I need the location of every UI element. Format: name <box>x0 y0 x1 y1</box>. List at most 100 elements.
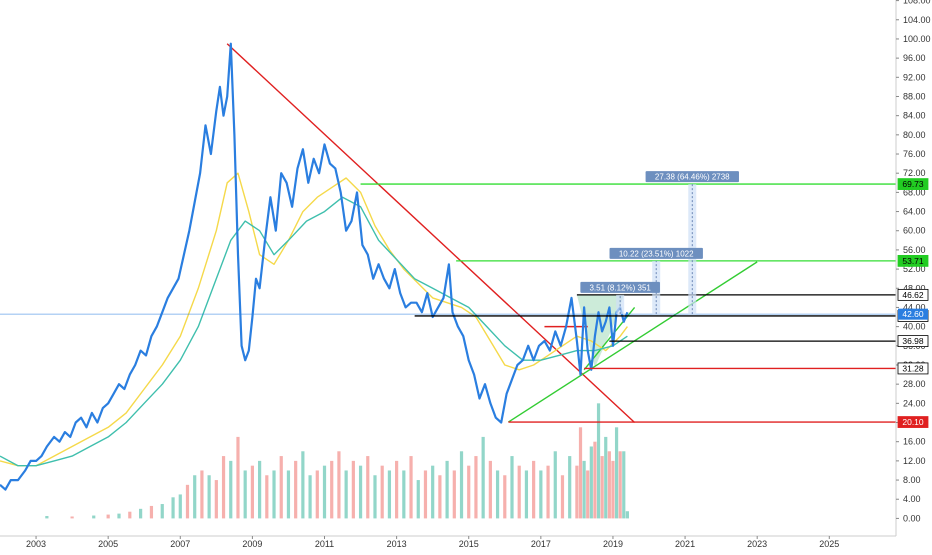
volume-bar <box>45 516 49 519</box>
x-tick-label: 2009 <box>242 539 262 549</box>
volume-bar <box>221 456 226 519</box>
volume-bar <box>193 475 197 519</box>
volume-bar <box>139 508 143 519</box>
y-tick-label: 92.00 <box>903 72 926 82</box>
volume-bar <box>625 511 629 519</box>
volume-bar <box>553 451 557 519</box>
volume-bar <box>467 465 471 519</box>
volume-bar <box>604 436 608 519</box>
price-tag-label: 53.71 <box>902 256 924 266</box>
volume-bar <box>207 475 211 519</box>
volume-bar <box>294 460 298 519</box>
volume-bar <box>614 427 619 519</box>
y-tick-label: 60.00 <box>903 226 926 236</box>
volume-bar <box>416 480 420 519</box>
y-tick-label: 0.00 <box>903 513 921 523</box>
volume-bar <box>265 475 269 519</box>
x-tick-label: 2003 <box>26 539 46 549</box>
volume-bar <box>578 427 583 519</box>
volume-bar <box>200 470 204 519</box>
y-tick-label: 72.00 <box>903 168 926 178</box>
price-tag-label: 36.98 <box>902 336 924 346</box>
volume-bar <box>272 470 276 519</box>
volume-bar <box>611 460 615 519</box>
volume-bar <box>351 460 355 519</box>
y-tick-label: 56.00 <box>903 245 926 255</box>
y-tick-label: 84.00 <box>903 111 926 121</box>
price-tag-label: 20.10 <box>902 417 924 427</box>
volume-bar <box>373 475 377 519</box>
volume-bar <box>106 514 110 519</box>
volume-bar <box>214 480 218 519</box>
y-tick-label: 88.00 <box>903 91 926 101</box>
horizontal-levels <box>0 183 896 423</box>
volume-bar <box>622 451 626 519</box>
volume-bar <box>532 460 536 519</box>
volume-bar <box>568 456 572 519</box>
y-tick-label: 96.00 <box>903 53 926 63</box>
volume-bar <box>409 456 413 519</box>
y-tick-label: 40.00 <box>903 322 926 332</box>
volume-bar <box>250 465 254 519</box>
moving-average-fast <box>0 172 628 467</box>
volume-bar <box>503 475 507 519</box>
volume-bar <box>149 505 154 519</box>
volume-bar <box>586 470 590 519</box>
volume-bar <box>539 470 543 519</box>
price-tag-label: 31.28 <box>902 363 924 373</box>
volume-bar <box>301 451 305 519</box>
time-axis[interactable]: 2003 2005 2007 2009 2011 2013 2015 2017 2019 2021… <box>26 536 839 549</box>
y-tick-label: 52.00 <box>903 264 926 274</box>
volume-bar <box>387 470 392 519</box>
price-line <box>0 42 629 491</box>
volume-bar <box>229 460 233 519</box>
volume-bar <box>431 465 435 519</box>
x-tick-label: 2015 <box>459 539 479 549</box>
x-tick-label: 2005 <box>98 539 118 549</box>
x-tick-label: 2013 <box>387 539 407 549</box>
volume-bar <box>315 470 319 519</box>
trendline <box>226 43 636 424</box>
volume-bar <box>243 470 247 519</box>
price-series <box>0 42 629 491</box>
volume-bar <box>546 465 550 519</box>
price-tag-box <box>897 335 929 348</box>
volume-bar <box>358 465 363 519</box>
y-tick-label: 44.00 <box>903 302 926 312</box>
current-price-tag-box <box>898 308 928 320</box>
volume-bar <box>70 516 74 519</box>
measure-label: 27.38 (64.46%) 2738 <box>655 173 730 182</box>
volume-bar <box>481 436 485 519</box>
y-tick-label: 108.00 <box>903 0 931 6</box>
volume-bar <box>366 456 370 519</box>
y-tick-label: 28.00 <box>903 379 926 389</box>
x-tick-label: 2007 <box>170 539 190 549</box>
volume-bar <box>596 403 601 519</box>
measure-label-box <box>645 171 739 183</box>
measure-tools: 27.38 (64.46%) 2738 10.22 (23.51%) 1022 3.… <box>580 171 739 315</box>
volume-bar <box>330 460 334 519</box>
measure-label-box <box>580 281 660 293</box>
volume-bar <box>286 470 291 519</box>
volume-bar <box>517 465 521 519</box>
price-axis[interactable]: 0.004.008.0012.0016.0020.0024.0028.0032.… <box>896 0 931 523</box>
volume-bar <box>607 451 611 519</box>
price-tag-box <box>897 254 929 267</box>
x-tick-label: 2023 <box>747 539 767 549</box>
volume-bar <box>510 456 514 519</box>
y-tick-label: 8.00 <box>903 475 921 485</box>
volume-bar <box>600 456 604 519</box>
y-tick-label: 100.00 <box>903 34 931 44</box>
volume-bar <box>575 465 579 519</box>
volume-bar <box>582 460 586 519</box>
volume-bar <box>236 436 240 519</box>
volume-bar <box>128 511 132 519</box>
y-tick-label: 80.00 <box>903 130 926 140</box>
y-tick-label: 104.00 <box>903 15 931 25</box>
volume-bar <box>160 504 164 519</box>
x-tick-label: 2017 <box>531 539 551 549</box>
